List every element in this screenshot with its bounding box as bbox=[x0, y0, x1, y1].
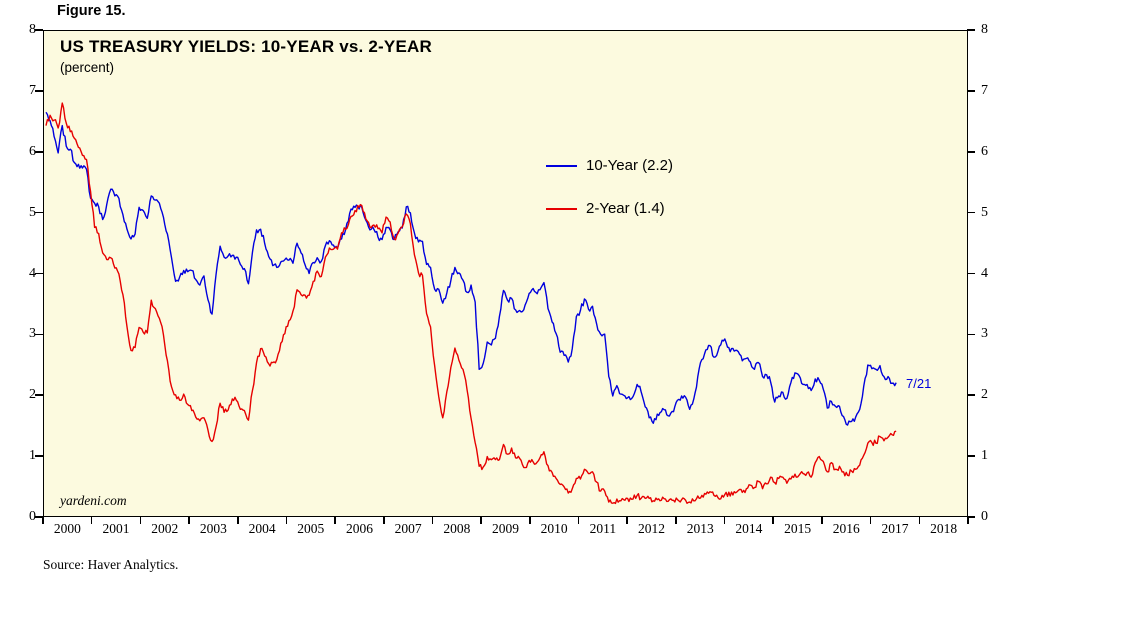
x-axis-label: 2000 bbox=[53, 521, 81, 536]
y-tick-right bbox=[967, 272, 975, 275]
y-axis-label-left: 0 bbox=[29, 509, 36, 524]
y-axis-label-right: 3 bbox=[981, 326, 988, 342]
x-tick bbox=[382, 517, 385, 524]
y-tick-left bbox=[35, 90, 43, 92]
x-axis-label: 2007 bbox=[394, 521, 422, 536]
figure-label: Figure 15. bbox=[57, 3, 126, 19]
x-axis-label: 2001 bbox=[102, 521, 130, 536]
x-axis-label: 2017 bbox=[881, 521, 909, 536]
x-axis-label: 2002 bbox=[151, 521, 179, 536]
y-tick-left bbox=[35, 516, 43, 518]
y-tick-left bbox=[35, 211, 43, 214]
y-axis-label-left: 6 bbox=[29, 143, 36, 159]
yields-line-chart bbox=[45, 102, 897, 505]
y-tick-left bbox=[35, 394, 43, 397]
x-axis-label: 2006 bbox=[345, 521, 373, 536]
x-tick bbox=[480, 517, 482, 524]
y-axis-label-right: 4 bbox=[981, 265, 988, 281]
x-axis-label: 2012 bbox=[638, 521, 666, 536]
y-axis-label-right: 5 bbox=[981, 204, 988, 220]
x-axis-label: 2008 bbox=[443, 521, 471, 536]
y-tick-right bbox=[967, 455, 975, 457]
y-axis-label-left: 1 bbox=[29, 448, 36, 464]
x-axis-label: 2009 bbox=[492, 521, 519, 536]
y-tick-left bbox=[35, 29, 43, 31]
y-tick-left bbox=[35, 272, 43, 275]
x-tick bbox=[772, 517, 775, 524]
latest-date-annotation: 7/21 bbox=[906, 376, 932, 391]
x-axis-label: 2013 bbox=[686, 521, 714, 536]
legend-item-10-year: 10-Year (2.2) bbox=[546, 157, 673, 174]
y-tick-right bbox=[967, 29, 975, 31]
y-axis-label-left: 8 bbox=[29, 22, 36, 37]
x-tick bbox=[42, 517, 44, 524]
legend-item-2-year: 2-Year (1.4) bbox=[546, 200, 673, 217]
x-tick bbox=[967, 517, 969, 524]
y-tick-right bbox=[967, 516, 975, 518]
y-axis-label-right: 8 bbox=[981, 22, 988, 37]
y-tick-right bbox=[967, 150, 975, 153]
x-axis-label: 2016 bbox=[832, 521, 860, 536]
x-tick bbox=[821, 517, 823, 524]
chart-title: US TREASURY YIELDS: 10-YEAR vs. 2-YEAR bbox=[60, 37, 432, 56]
y-tick-right bbox=[967, 90, 975, 92]
x-tick bbox=[334, 517, 336, 524]
x-tick bbox=[918, 517, 921, 524]
y-axis-label-right: 6 bbox=[981, 143, 988, 159]
chart-subtitle: (percent) bbox=[60, 60, 115, 75]
x-tick bbox=[869, 517, 872, 524]
y-axis-label-right: 0 bbox=[981, 509, 988, 524]
x-tick bbox=[139, 517, 142, 524]
y-axis-label-right: 7 bbox=[981, 82, 988, 98]
y-tick-right bbox=[967, 211, 975, 214]
x-axis-label: 2014 bbox=[735, 521, 763, 536]
2-year-legend-swatch bbox=[546, 207, 577, 210]
y-axis-label-left: 4 bbox=[29, 265, 36, 281]
x-tick bbox=[236, 517, 239, 524]
source-note: Source: Haver Analytics. bbox=[43, 557, 179, 572]
y-axis-label-left: 3 bbox=[29, 326, 36, 342]
x-axis-label: 2015 bbox=[784, 521, 812, 536]
series-line-2-year bbox=[45, 102, 897, 505]
x-tick bbox=[188, 517, 190, 524]
x-tick bbox=[723, 517, 726, 524]
y-tick-right bbox=[967, 394, 975, 397]
x-axis-label: 2011 bbox=[589, 521, 617, 536]
x-tick bbox=[675, 517, 677, 524]
series-line-10-year bbox=[45, 111, 897, 426]
x-tick bbox=[626, 517, 628, 524]
y-axis-label-left: 5 bbox=[29, 204, 36, 220]
x-tick bbox=[90, 517, 93, 524]
y-tick-left bbox=[35, 150, 43, 153]
watermark-yardeni: yardeni.com bbox=[60, 493, 127, 508]
x-axis-label: 2003 bbox=[199, 521, 227, 536]
x-tick bbox=[577, 517, 580, 524]
y-axis-label-left: 2 bbox=[29, 387, 36, 403]
y-tick-left bbox=[35, 455, 43, 457]
y-axis-label-left: 7 bbox=[29, 82, 36, 98]
chart-legend: 10-Year (2.2) 2-Year (1.4) bbox=[546, 157, 673, 217]
legend-label-2-year: 2-Year (1.4) bbox=[586, 200, 665, 217]
y-axis-label-right: 1 bbox=[981, 448, 988, 464]
y-tick-left bbox=[35, 333, 43, 336]
y-axis-label-right: 2 bbox=[981, 387, 988, 403]
x-axis-label: 2018 bbox=[930, 521, 958, 536]
x-axis-label: 2004 bbox=[248, 521, 276, 536]
chart-plot-area: US TREASURY YIELDS: 10-YEAR vs. 2-YEAR (… bbox=[43, 30, 968, 517]
x-tick bbox=[529, 517, 531, 524]
x-axis-label: 2005 bbox=[297, 521, 325, 536]
x-axis-label: 2010 bbox=[540, 521, 568, 536]
10-year-legend-swatch bbox=[546, 164, 577, 167]
x-tick bbox=[285, 517, 288, 524]
legend-label-10-year: 10-Year (2.2) bbox=[586, 157, 673, 174]
x-tick bbox=[431, 517, 434, 524]
y-tick-right bbox=[967, 333, 975, 336]
